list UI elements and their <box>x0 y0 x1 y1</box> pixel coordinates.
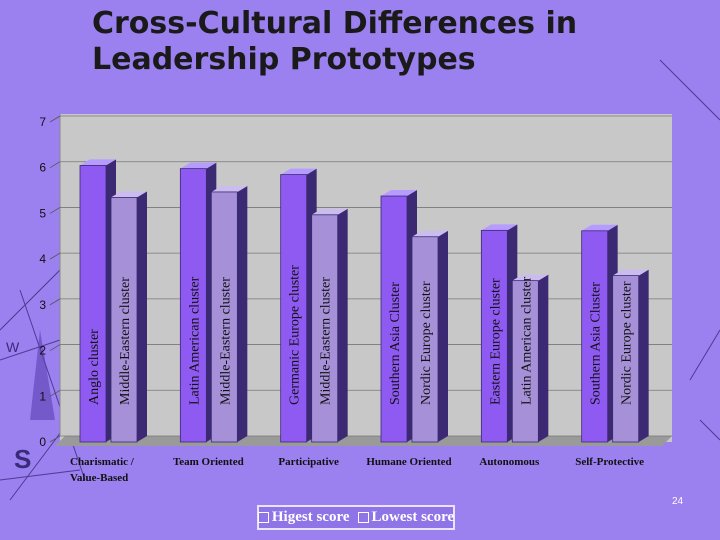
y-tick-mark <box>49 161 61 169</box>
bar-label-highest: Germanic Europe cluster <box>288 265 303 405</box>
legend-label-lowest: Lowest score <box>371 509 455 525</box>
bar-lowest <box>511 280 539 443</box>
y-tick-mark <box>49 435 61 443</box>
bar-top <box>381 190 417 197</box>
bar-top <box>80 159 116 166</box>
slide-title: Cross-Cultural Differences in Leadership… <box>92 6 652 78</box>
bar-top <box>612 269 649 276</box>
chart-legend: Higest score Lowest score <box>257 505 455 530</box>
slide-title-line-2: Leadership Prototypes <box>92 42 476 77</box>
y-tick-label: 1 <box>39 389 46 403</box>
bar-lowest <box>311 214 339 443</box>
legend-swatch-highest <box>257 512 269 523</box>
bar-lowest <box>110 197 138 443</box>
bar-label-lowest: Nordic Europe cluster <box>419 281 434 405</box>
page-number: 24 <box>672 496 684 507</box>
bar-top <box>481 224 518 231</box>
bar-top <box>412 230 448 237</box>
x-category-label: Self-Protective <box>575 456 644 468</box>
legend-item-highest: Higest score <box>257 509 350 526</box>
bar-highest <box>581 230 609 443</box>
bar-highest <box>480 229 508 443</box>
bar-side <box>538 274 549 442</box>
bar-lowest <box>411 236 439 443</box>
y-tick-label: 4 <box>39 252 46 266</box>
bar-highest <box>280 174 308 443</box>
y-tick-label: 3 <box>39 298 46 312</box>
bar-side <box>337 208 348 442</box>
x-category-label: Autonomous <box>479 456 540 468</box>
bar-highest <box>380 195 408 443</box>
bar-top <box>211 185 248 192</box>
y-tick-mark <box>49 298 61 306</box>
bar-lowest <box>210 191 238 443</box>
x-category-label: Participative <box>278 456 339 468</box>
plot-area <box>60 114 672 442</box>
bar-top <box>280 168 317 175</box>
bar-layer <box>79 159 649 443</box>
y-tick-label: 0 <box>39 435 46 449</box>
bar-top <box>581 224 618 231</box>
bar-label-highest: Eastern Europe cluster <box>488 278 503 405</box>
legend-label-highest: Higest score <box>271 509 350 525</box>
y-tick-mark <box>49 389 61 397</box>
bar-label-lowest: Nordic Europe cluster <box>620 281 635 405</box>
bar-label-lowest: Middle-Eastern cluster <box>319 277 334 405</box>
label-layer: 0 1 2 3 4 5 6 7 Anglo cluster Middle-Eastern clus… <box>39 115 644 484</box>
bar-label-highest: Latin American cluster <box>187 276 202 405</box>
plot-floor <box>55 436 672 446</box>
bar-label-lowest: Middle-Eastern cluster <box>118 277 133 405</box>
x-category-label: Team Oriented <box>173 456 244 468</box>
bar-top <box>180 162 217 169</box>
bar-label-highest: Southern Asia Cluster <box>589 282 604 405</box>
bar-top <box>512 274 549 281</box>
compass-letter-w: W <box>6 339 20 355</box>
y-tick-mark <box>49 207 61 214</box>
y-tick-mark <box>49 344 61 351</box>
bar-top <box>311 208 348 215</box>
compass-letter-s: S <box>14 444 31 474</box>
y-tick-label: 2 <box>39 344 46 358</box>
x-category-label: Value-Based <box>70 472 128 484</box>
y-tick-mark <box>49 115 61 123</box>
bar-highest <box>179 168 207 443</box>
bar-lowest <box>612 275 640 443</box>
y-tick-mark <box>49 252 61 260</box>
bar-top <box>111 191 147 198</box>
bar-label-highest: Southern Asia Cluster <box>388 282 403 405</box>
legend-swatch-lowest <box>357 512 369 523</box>
x-category-label: Charismatic / <box>70 456 135 468</box>
bar-label-highest: Anglo cluster <box>87 329 102 405</box>
bar-side <box>438 230 448 442</box>
legend-item-lowest: Lowest score <box>357 509 455 526</box>
bar-side <box>237 185 248 442</box>
bar-label-lowest: Middle-Eastern cluster <box>218 277 233 405</box>
y-tick-label: 6 <box>39 161 46 175</box>
slide-title-line-1: Cross-Cultural Differences in <box>92 6 578 41</box>
y-tick-label: 5 <box>39 206 46 220</box>
bar-highest <box>79 165 107 443</box>
bar-side <box>638 269 649 442</box>
y-tick-label: 7 <box>39 115 46 129</box>
bar-label-lowest: Latin American cluster <box>519 276 534 405</box>
x-category-label: Humane Oriented <box>366 456 451 468</box>
bar-side <box>137 191 147 442</box>
